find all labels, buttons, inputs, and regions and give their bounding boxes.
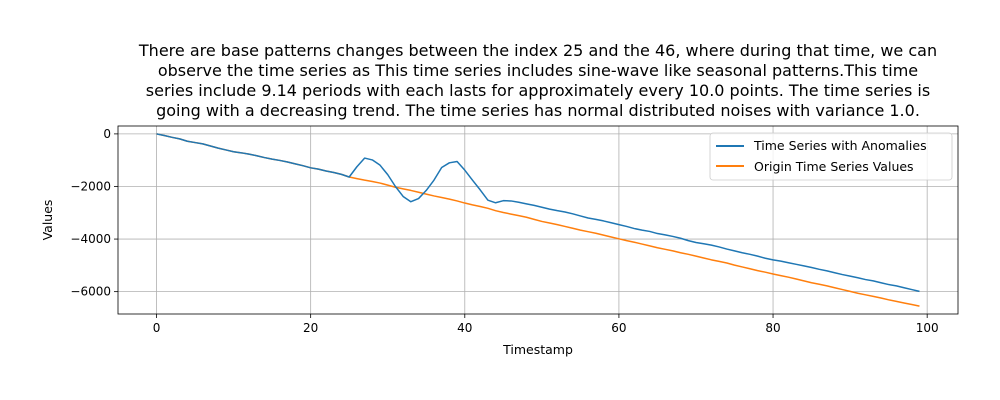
x-axis-label: Timestamp [502,342,573,357]
title-line-3: series include 9.14 periods with each la… [146,81,930,100]
title-line-2: observe the time series as This time ser… [158,61,918,80]
x-tick-label: 100 [916,321,939,335]
chart-title: There are base patterns changes between … [138,41,937,120]
y-tick-label: −6000 [70,285,111,299]
y-tick-label: −4000 [70,232,111,246]
y-axis-label: Values [40,200,55,241]
title-line-4: going with a decreasing trend. The time … [156,101,920,120]
x-tick-label: 0 [153,321,161,335]
x-tick-label: 60 [611,321,626,335]
x-tick-label: 40 [457,321,472,335]
y-tick-label: 0 [103,127,111,141]
y-tick-label: −2000 [70,179,111,193]
title-line-1: There are base patterns changes between … [138,41,937,60]
legend-label-anomalies: Time Series with Anomalies [753,138,927,153]
x-tick-label: 80 [765,321,780,335]
legend-label-origin: Origin Time Series Values [754,159,914,174]
x-tick-label: 20 [303,321,318,335]
legend: Time Series with Anomalies Origin Time S… [710,133,952,180]
